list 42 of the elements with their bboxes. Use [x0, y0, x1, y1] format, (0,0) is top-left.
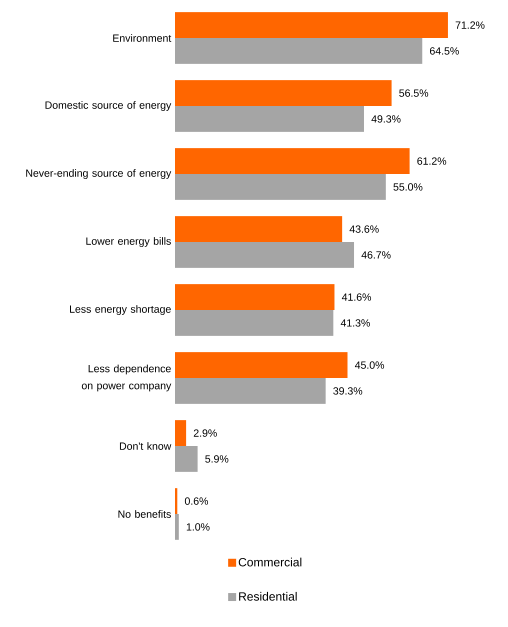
data-label: 49.3% [371, 115, 401, 123]
bar [174, 80, 392, 106]
data-label: 0.6% [184, 497, 208, 505]
y-tick-label: Environment [113, 34, 172, 42]
data-label: 5.9% [205, 455, 228, 463]
bar [174, 38, 422, 64]
data-label: 1.0% [186, 523, 210, 531]
y-tick-label: Don't know [120, 442, 172, 450]
data-label: 41.6% [342, 293, 372, 301]
bar [174, 310, 334, 336]
bar [174, 216, 342, 242]
y-tick-label: Lower energy bills [86, 237, 171, 247]
y-tick-label: Never-ending source of energy [26, 169, 172, 179]
data-label: 61.2% [417, 157, 446, 165]
data-label: 45.0% [354, 361, 384, 369]
y-tick-label: Domestic source of energy [46, 101, 172, 111]
legend-label: Commercial [238, 558, 302, 566]
bar [174, 106, 364, 132]
legend-label: Residential [239, 592, 297, 601]
data-label: 55.0% [393, 183, 422, 191]
data-label: 2.9% [194, 429, 217, 437]
data-label: 41.3% [340, 319, 370, 327]
data-label: 43.6% [350, 225, 379, 233]
data-label: 56.5% [399, 89, 428, 97]
y-tick-label: Less energy shortage [70, 305, 171, 315]
bar [174, 148, 410, 174]
bar [174, 488, 178, 514]
bar [174, 12, 448, 38]
bar [174, 284, 334, 310]
bar [174, 420, 186, 446]
data-label: 46.7% [361, 251, 391, 259]
data-label: 64.5% [430, 47, 459, 55]
bar [174, 446, 198, 472]
y-tick-label: No benefits [118, 510, 171, 518]
bar [174, 352, 348, 378]
bar [174, 174, 386, 200]
data-label: 71.2% [456, 21, 485, 29]
bar [174, 242, 354, 268]
data-label: 39.3% [333, 387, 362, 395]
y-tick-label: Less dependence on power company [82, 364, 172, 392]
bar [174, 378, 326, 404]
bar [174, 514, 179, 540]
